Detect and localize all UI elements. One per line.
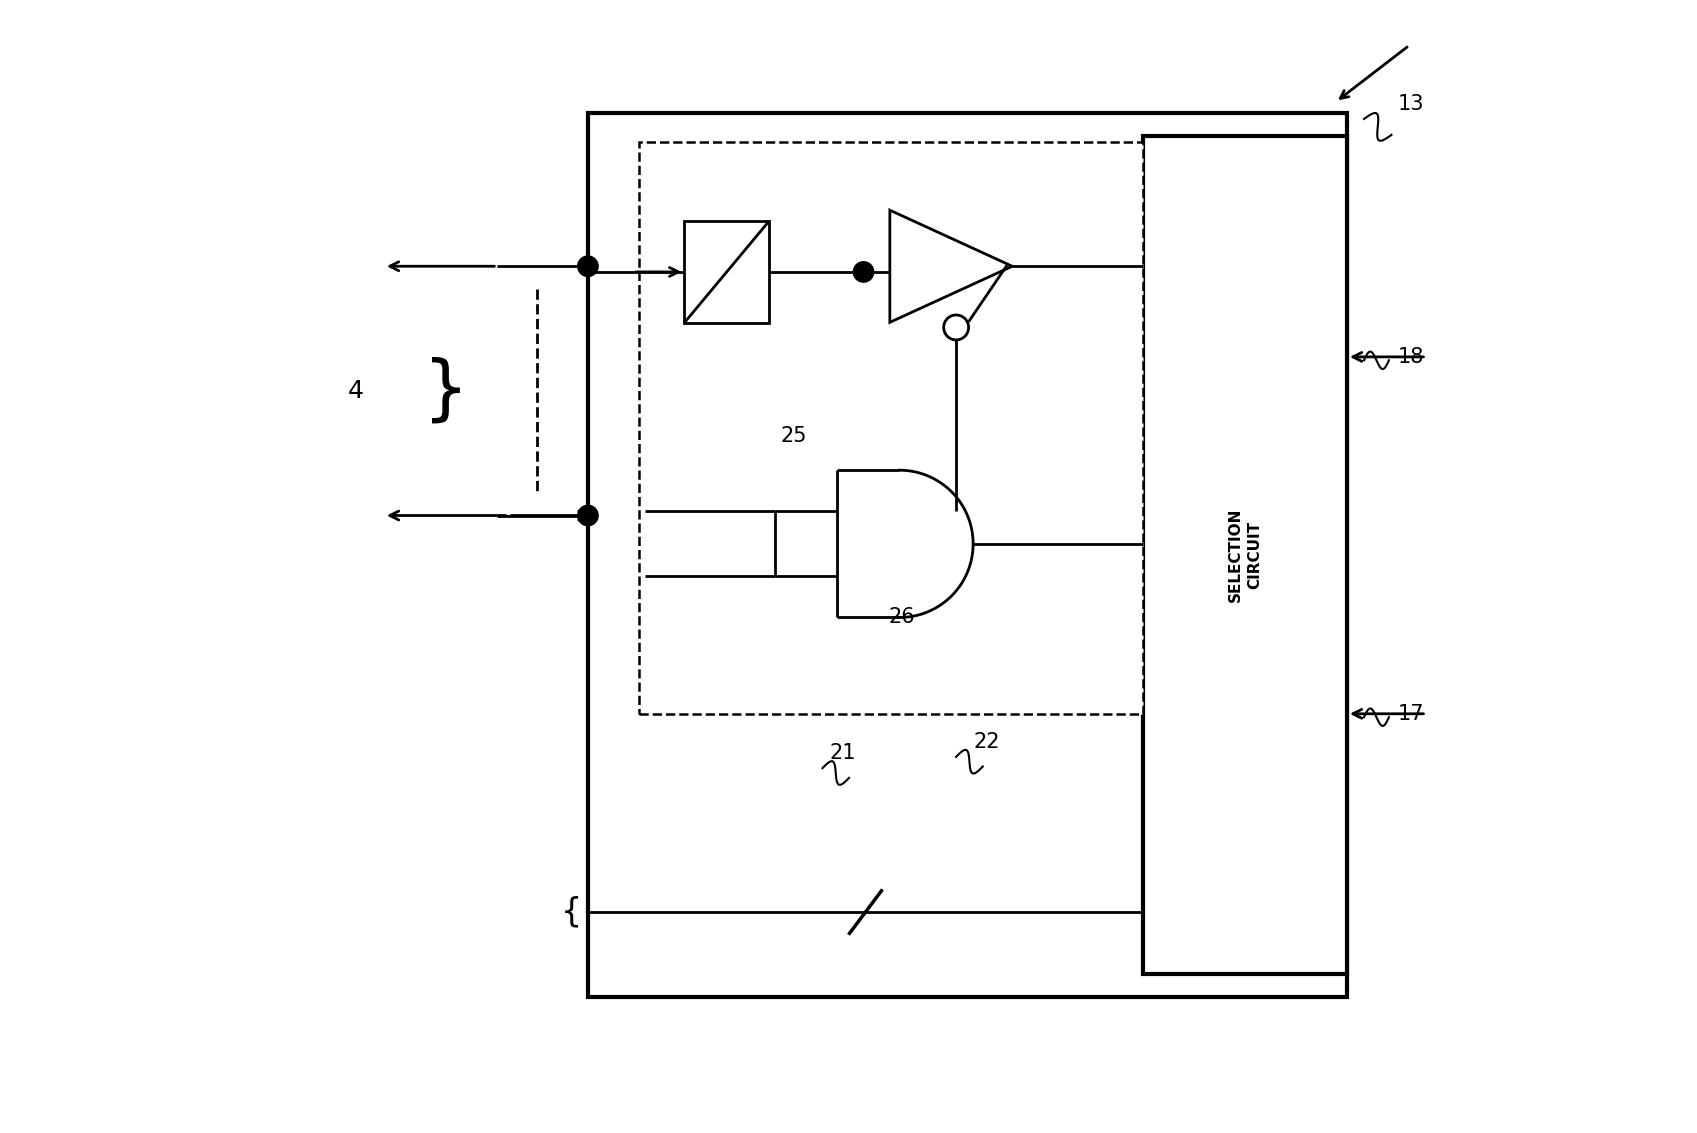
Bar — [684, 221, 769, 323]
Bar — [638, 142, 1144, 714]
Text: 18: 18 — [1398, 347, 1424, 367]
Text: 4: 4 — [348, 378, 363, 403]
Circle shape — [577, 256, 597, 276]
Circle shape — [854, 262, 874, 282]
Text: SELECTION
CIRCUIT: SELECTION CIRCUIT — [1229, 508, 1263, 603]
Text: 21: 21 — [830, 743, 855, 764]
Text: 22: 22 — [972, 732, 1000, 752]
Circle shape — [577, 505, 597, 526]
Text: 13: 13 — [1398, 94, 1424, 114]
Polygon shape — [889, 211, 1011, 322]
Text: 17: 17 — [1398, 704, 1424, 724]
Circle shape — [944, 315, 969, 340]
Text: {: { — [562, 895, 582, 929]
Text: }: } — [423, 357, 470, 425]
Bar — [587, 113, 1347, 997]
Bar — [1144, 136, 1347, 974]
Text: 26: 26 — [888, 607, 915, 628]
Text: 25: 25 — [781, 426, 808, 446]
